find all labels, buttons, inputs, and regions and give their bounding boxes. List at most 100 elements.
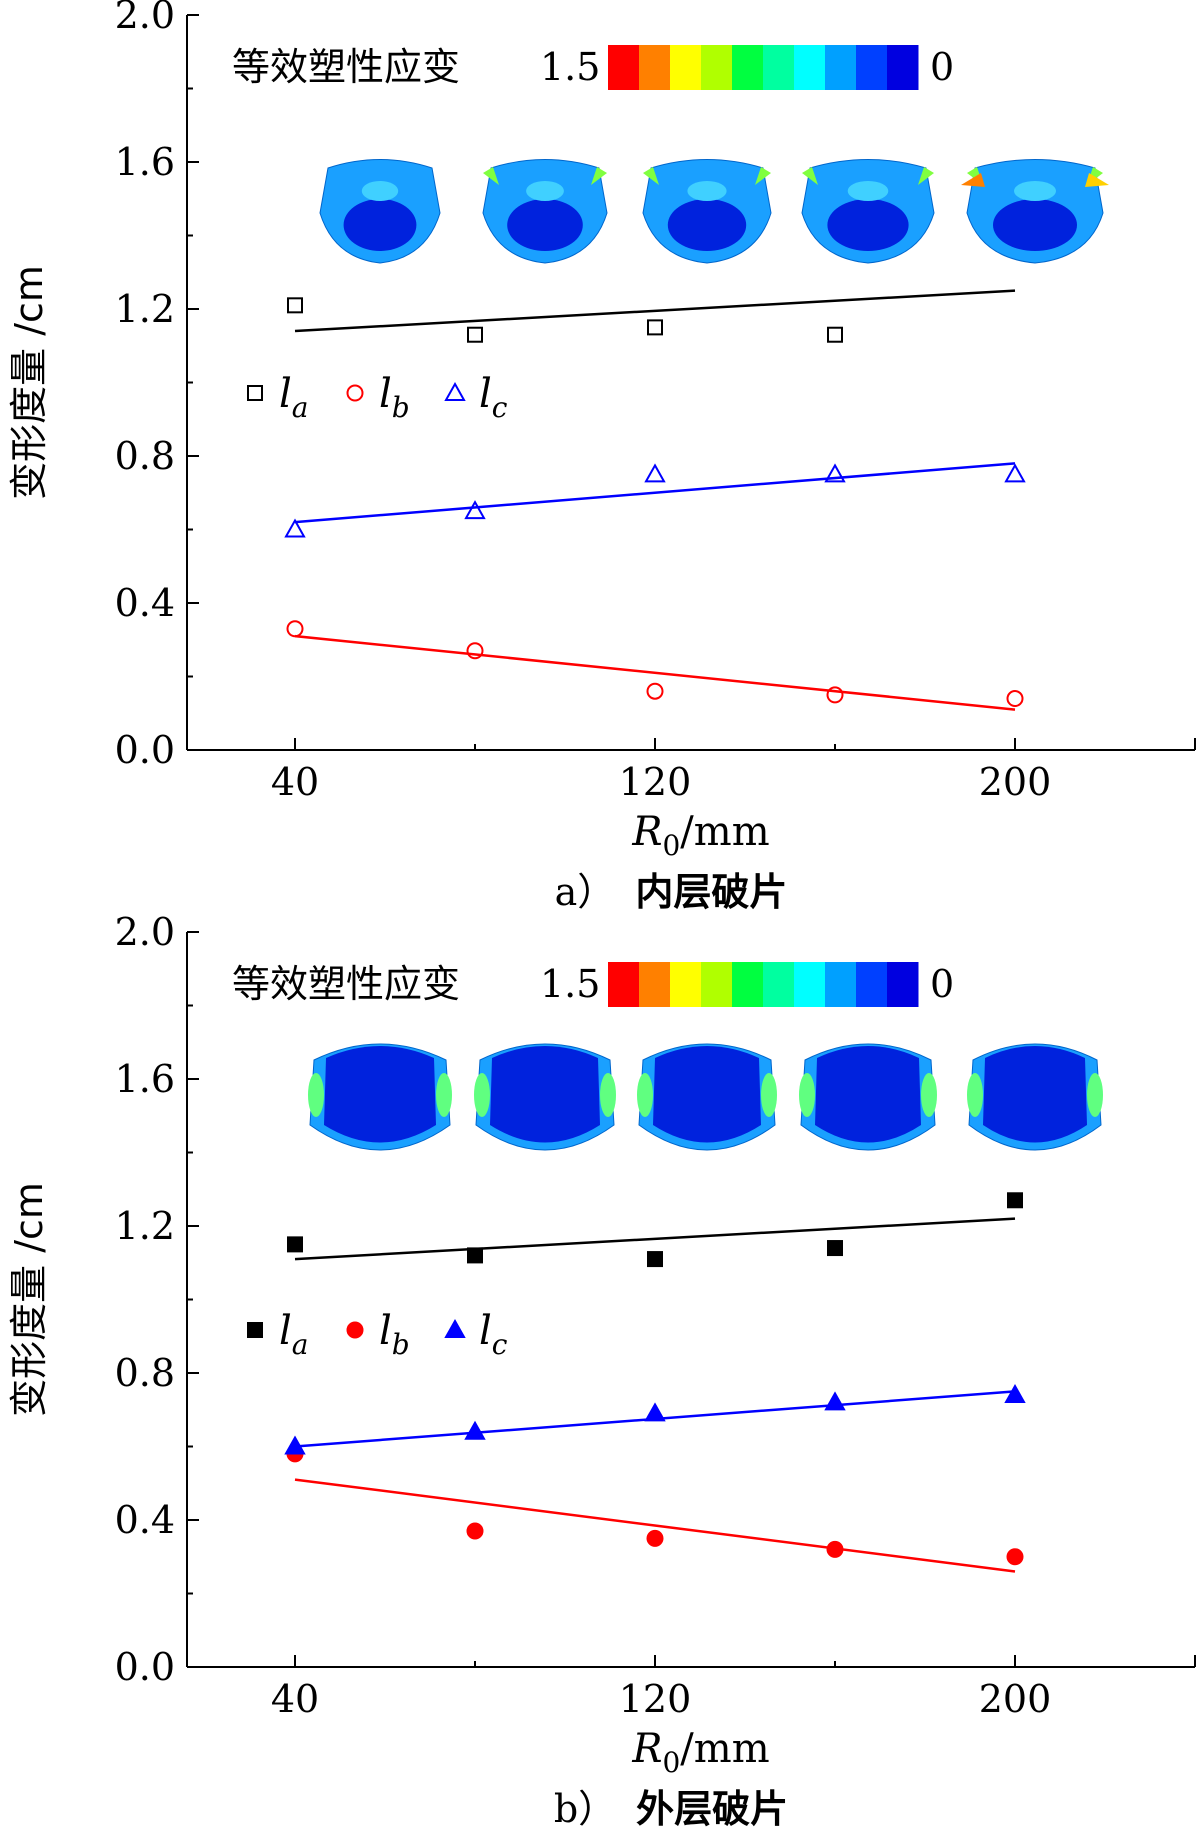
fragment-core-zone xyxy=(324,1046,436,1143)
x-axis-label-subscript: 0 xyxy=(662,1746,680,1779)
y-tick-label: 0.4 xyxy=(115,1498,175,1542)
legend-label-symbol: l xyxy=(479,371,492,417)
y-tick-label: 0.8 xyxy=(115,434,175,478)
x-axis-label-subscript: 0 xyxy=(662,829,680,862)
y-tick-label: 2.0 xyxy=(115,910,175,954)
legend-label-subscript: a xyxy=(292,391,309,424)
y-tick-label: 1.2 xyxy=(115,1204,175,1248)
fit-line-la xyxy=(294,1217,1016,1261)
colorbar-swatch xyxy=(701,962,733,1007)
fragment-edge-strain xyxy=(755,167,771,185)
y-tick-label: 1.6 xyxy=(115,140,175,184)
fragment-edge-strain xyxy=(474,1073,490,1117)
colorbar-swatch xyxy=(825,962,857,1007)
colorbar-swatch xyxy=(794,962,826,1007)
legend-label-symbol: l xyxy=(479,1308,492,1354)
x-axis-label-unit: /mm xyxy=(680,1726,769,1772)
fragment-80 xyxy=(482,159,608,264)
data-point-la xyxy=(1007,1192,1023,1209)
colorbar-max-label: 1.5 xyxy=(540,45,600,89)
fragment-peak-strain xyxy=(961,173,985,187)
fragment-120 xyxy=(642,159,772,264)
fragment-160 xyxy=(799,1043,937,1151)
y-tick-label: 0.4 xyxy=(115,581,175,625)
colorbar-swatch xyxy=(887,45,919,90)
fragment-120 xyxy=(637,1043,777,1151)
colorbar-min-label: 0 xyxy=(930,962,954,1006)
y-tick-label: 2.0 xyxy=(115,0,175,37)
legend-entry-lc: lc xyxy=(444,371,508,424)
fragment-mid-zone xyxy=(526,181,564,201)
legend-entry-lb: lb xyxy=(346,371,410,424)
legend-label-subscript: b xyxy=(392,391,410,424)
fragment-40 xyxy=(308,1043,452,1151)
fragment-edge-strain xyxy=(308,1073,324,1117)
legend-marker xyxy=(444,381,466,401)
data-point-la xyxy=(827,1240,843,1257)
data-point-la xyxy=(287,1236,303,1253)
fragment-edge-strain xyxy=(761,1073,777,1117)
data-point-lc xyxy=(644,1402,666,1422)
fragment-core-zone xyxy=(667,199,747,251)
legend-entry-lc: lc xyxy=(444,1308,508,1361)
x-tick-label: 40 xyxy=(271,760,319,804)
fragment-mid-zone xyxy=(361,181,399,201)
data-point-lc xyxy=(1004,463,1026,483)
legend-label-symbol: l xyxy=(379,1308,392,1354)
x-axis-label-symbol: R xyxy=(631,809,662,855)
data-point-lc xyxy=(464,500,486,520)
fit-line-lb xyxy=(294,634,1016,711)
panel-caption-label: a） xyxy=(555,870,616,914)
fragment-peak-strain xyxy=(1085,173,1109,187)
data-point-lc xyxy=(284,1435,306,1455)
y-tick-label: 0.0 xyxy=(115,728,175,772)
data-point-lb xyxy=(826,686,844,704)
x-axis-label: R0/mm xyxy=(631,1726,769,1779)
legend-label: la xyxy=(279,371,309,424)
colorbar-swatch xyxy=(608,962,640,1007)
fragment-core-zone xyxy=(827,199,909,251)
fragment-edge-strain xyxy=(921,1073,937,1117)
data-point-la xyxy=(467,1247,483,1264)
fragment-core-zone xyxy=(507,199,583,251)
fragment-core-zone xyxy=(343,199,417,251)
fragment-edge-strain xyxy=(600,1073,616,1117)
fragment-edge-strain xyxy=(918,167,934,185)
fragment-edge-strain xyxy=(436,1073,452,1117)
colorbar-swatch xyxy=(670,962,702,1007)
fit-line-lc xyxy=(294,462,1016,524)
fragment-200 xyxy=(961,159,1109,264)
colorbar-swatch xyxy=(856,45,888,90)
colorbar-max-label: 1.5 xyxy=(540,962,600,1006)
legend-label: lb xyxy=(379,371,410,424)
x-tick-label: 120 xyxy=(619,1677,692,1721)
data-point-lb xyxy=(646,1529,664,1547)
legend-label-subscript: c xyxy=(492,1328,508,1361)
y-axis-label: 变形度量 /cm xyxy=(7,265,51,500)
data-point-la xyxy=(827,326,843,343)
fragment-edge-strain xyxy=(483,167,499,185)
data-point-la xyxy=(647,1251,663,1268)
legend-label: lc xyxy=(479,371,508,424)
fragment-edge-strain xyxy=(802,167,818,185)
data-point-la xyxy=(647,319,663,336)
fragment-160 xyxy=(801,159,935,264)
legend-label-symbol: l xyxy=(379,371,392,417)
data-point-la xyxy=(467,326,483,343)
panel-caption-label: b） xyxy=(554,1787,616,1831)
legend-marker xyxy=(444,1318,466,1338)
data-point-lc xyxy=(464,1420,486,1440)
data-point-lc xyxy=(1004,1384,1026,1404)
legend-entry-la: la xyxy=(247,1308,309,1361)
colorbar-swatch xyxy=(763,962,795,1007)
colorbar-title: 等效塑性应变 xyxy=(232,962,460,1006)
panel-caption: b） 外层破片 xyxy=(554,1787,788,1831)
fragment-40 xyxy=(319,159,441,264)
colorbar-swatch xyxy=(763,45,795,90)
legend-label-symbol: l xyxy=(279,371,292,417)
legend-marker xyxy=(247,385,263,401)
panel-caption: a） 内层破片 xyxy=(555,870,788,914)
colorbar-swatch xyxy=(732,962,764,1007)
